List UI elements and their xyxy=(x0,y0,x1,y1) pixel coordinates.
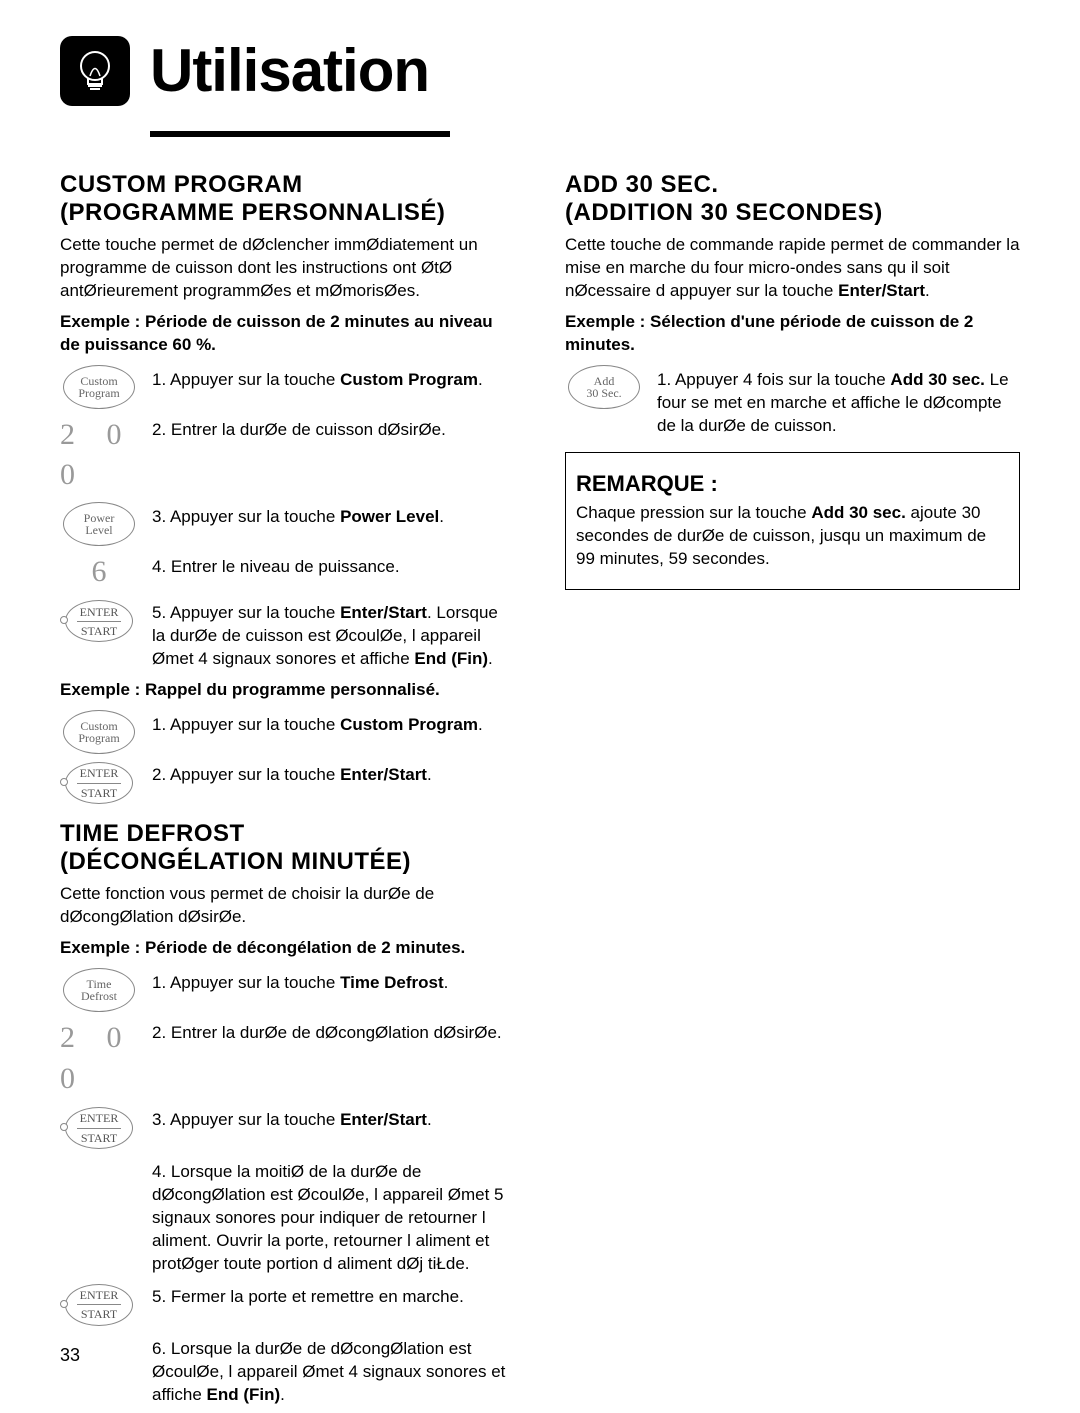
digit-display: 6 xyxy=(92,552,107,593)
enter-start-button-icon: ENTER START xyxy=(60,1282,138,1328)
step-text: 4. Lorsque la moitiØ de la durØe de dØco… xyxy=(152,1157,515,1276)
step-row: 2 0 0 2. Entrer la durØe de cuisson dØsi… xyxy=(60,415,515,496)
step-text: 3. Appuyer sur la touche Enter/Start. xyxy=(152,1105,515,1132)
custom-program-button-icon: Custom Program xyxy=(63,710,135,754)
bulb-icon xyxy=(60,36,130,106)
step-text: 2. Appuyer sur la touche Enter/Start. xyxy=(152,760,515,787)
step-text: 1. Appuyer sur la touche Custom Program. xyxy=(152,365,515,392)
left-column: CUSTOM PROGRAM (PROGRAMME PERSONNALISÉ) … xyxy=(60,157,515,1413)
example-label: Exemple : Période de cuisson de 2 minute… xyxy=(60,311,515,357)
section-heading-custom: CUSTOM PROGRAM (PROGRAMME PERSONNALISÉ) xyxy=(60,171,515,226)
step-row: Add 30 Sec. 1. Appuyer 4 fois sur la tou… xyxy=(565,365,1020,438)
page-header: Utilisation xyxy=(60,30,1020,111)
step-row: 2 0 0 2. Entrer la durØe de dØcongØlatio… xyxy=(60,1018,515,1099)
note-heading: REMARQUE : xyxy=(576,469,1009,499)
btn-label: START xyxy=(81,1130,117,1146)
step-text: 5. Appuyer sur la touche Enter/Start. Lo… xyxy=(152,598,515,671)
step-text: 2. Entrer la durØe de cuisson dØsirØe. xyxy=(152,415,515,442)
step-row: Custom Program 1. Appuyer sur la touche … xyxy=(60,710,515,754)
add-30-sec-button-icon: Add 30 Sec. xyxy=(568,365,640,409)
example-label: Exemple : Période de décongélation de 2 … xyxy=(60,937,515,960)
heading-text: ADD 30 SEC. xyxy=(565,171,719,198)
step-row: 6 4. Entrer le niveau de puissance. xyxy=(60,552,515,593)
step-text: 6. Lorsque la durØe de dØcongØlation est… xyxy=(152,1334,515,1407)
enter-start-button-icon: ENTER START xyxy=(60,1105,138,1151)
heading-text: (DÉCONGÉLATION MINUTÉE) xyxy=(60,848,411,875)
section-heading-add30: ADD 30 SEC. (ADDITION 30 SECONDES) xyxy=(565,171,1020,226)
step-text: 1. Appuyer sur la touche Custom Program. xyxy=(152,710,515,737)
power-level-button-icon: Power Level xyxy=(63,502,135,546)
step-text: 3. Appuyer sur la touche Power Level. xyxy=(152,502,515,529)
btn-label: Program xyxy=(78,732,119,744)
step-row: ENTER START 5. Appuyer sur la touche Ent… xyxy=(60,598,515,671)
step-row: ENTER START 2. Appuyer sur la touche Ent… xyxy=(60,760,515,806)
heading-text: TIME DEFROST xyxy=(60,820,245,847)
note-box: REMARQUE : Chaque pression sur la touche… xyxy=(565,452,1020,591)
intro-text: Cette touche de commande rapide permet d… xyxy=(565,234,1020,303)
step-text: 4. Entrer le niveau de puissance. xyxy=(152,552,515,579)
section-heading-defrost: TIME DEFROST (DÉCONGÉLATION MINUTÉE) xyxy=(60,820,515,875)
intro-text: Cette touche permet de dØclencher immØdi… xyxy=(60,234,515,303)
btn-label: Defrost xyxy=(81,990,117,1002)
step-text: 5. Fermer la porte et remettre en marche… xyxy=(152,1282,515,1309)
btn-label: Program xyxy=(78,387,119,399)
custom-program-button-icon: Custom Program xyxy=(63,365,135,409)
digit-display: 2 0 0 xyxy=(60,1018,138,1099)
right-column: ADD 30 SEC. (ADDITION 30 SECONDES) Cette… xyxy=(565,157,1020,1413)
btn-label: START xyxy=(81,785,117,801)
digit-display: 2 0 0 xyxy=(60,415,138,496)
intro-text: Cette fonction vous permet de choisir la… xyxy=(60,883,515,929)
example-label: Exemple : Sélection d'une période de cui… xyxy=(565,311,1020,357)
btn-label: START xyxy=(81,1306,117,1322)
enter-start-button-icon: ENTER START xyxy=(60,598,138,644)
btn-label: ENTER xyxy=(80,604,119,620)
step-row: Time Defrost 1. Appuyer sur la touche Ti… xyxy=(60,968,515,1012)
btn-label: ENTER xyxy=(80,765,119,781)
btn-label: ENTER xyxy=(80,1110,119,1126)
enter-start-button-icon: ENTER START xyxy=(60,760,138,806)
step-text: 1. Appuyer sur la touche Time Defrost. xyxy=(152,968,515,995)
example-label: Exemple : Rappel du programme personnali… xyxy=(60,679,515,702)
time-defrost-button-icon: Time Defrost xyxy=(63,968,135,1012)
step-text: 1. Appuyer 4 fois sur la touche Add 30 s… xyxy=(657,365,1020,438)
heading-text: (PROGRAMME PERSONNALISÉ) xyxy=(60,199,445,226)
btn-label: Level xyxy=(85,524,112,536)
note-body: Chaque pression sur la touche Add 30 sec… xyxy=(576,502,1009,571)
step-text: 2. Entrer la durØe de dØcongØlation dØsi… xyxy=(152,1018,515,1045)
page-number: 33 xyxy=(60,1343,80,1367)
heading-text: CUSTOM PROGRAM xyxy=(60,171,303,198)
step-row: Custom Program 1. Appuyer sur la touche … xyxy=(60,365,515,409)
title-underline xyxy=(150,131,450,137)
btn-label: START xyxy=(81,623,117,639)
step-row: ENTER START 3. Appuyer sur la touche Ent… xyxy=(60,1105,515,1151)
btn-label: 30 Sec. xyxy=(586,387,621,399)
step-row: Power Level 3. Appuyer sur la touche Pow… xyxy=(60,502,515,546)
page-title: Utilisation xyxy=(150,30,429,111)
heading-text: (ADDITION 30 SECONDES) xyxy=(565,199,883,226)
step-row: ENTER START 5. Fermer la porte et remett… xyxy=(60,1282,515,1328)
btn-label: ENTER xyxy=(80,1287,119,1303)
step-row: 4. Lorsque la moitiØ de la durØe de dØco… xyxy=(60,1157,515,1276)
step-row: 6. Lorsque la durØe de dØcongØlation est… xyxy=(60,1334,515,1407)
